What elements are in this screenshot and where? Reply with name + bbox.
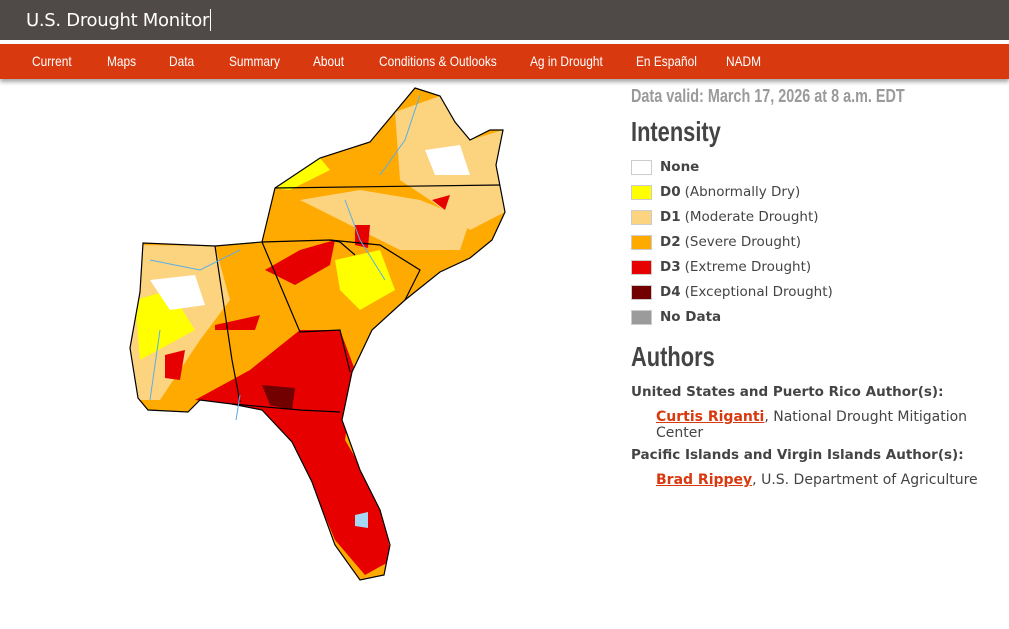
legend-swatch <box>631 209 652 225</box>
data-valid-date: Data valid: March 17, 2026 at 8 a.m. EDT <box>631 86 905 106</box>
nav-conditions-outlooks[interactable]: Conditions & Outlooks <box>379 53 497 69</box>
legend-label: (Extreme Drought) <box>684 259 812 275</box>
d3-area-nc <box>355 225 370 248</box>
d3-area-georgia-florida <box>195 330 392 575</box>
us-author: Curtis Riganti, National Drought Mitigat… <box>656 409 1009 441</box>
state-borders <box>129 87 506 581</box>
legend-d0: D0 (Abnormally Dry) <box>631 183 800 201</box>
legend-d3: D3 (Extreme Drought) <box>631 258 811 276</box>
pi-author: Brad Rippey, U.S. Department of Agricult… <box>656 472 978 488</box>
d3-area-mississippi <box>165 350 185 380</box>
nav-ag-in-drought[interactable]: Ag in Drought <box>530 53 603 69</box>
text-cursor <box>210 9 212 31</box>
legend-swatch <box>631 184 652 200</box>
drought-map <box>129 87 506 581</box>
legend-swatch <box>631 234 652 250</box>
nav-about[interactable]: About <box>313 53 345 69</box>
intensity-heading: Intensity <box>631 116 721 147</box>
nav-summary[interactable]: Summary <box>229 53 280 69</box>
legend-none: None <box>631 158 703 176</box>
lake-okeechobee <box>355 512 368 528</box>
legend-no-data: No Data <box>631 308 725 326</box>
d4-area-georgia <box>262 385 295 410</box>
d0-area-sc <box>335 250 395 310</box>
legend-swatch <box>631 309 652 325</box>
legend-d1: D1 (Moderate Drought) <box>631 208 819 226</box>
legend-label: None <box>660 159 700 175</box>
legend-code: D0 <box>660 184 681 200</box>
legend-label: (Moderate Drought) <box>684 209 819 225</box>
author-org: , U.S. Department of Agriculture <box>752 472 978 488</box>
d3-area-nc-east <box>432 195 450 210</box>
nav-maps[interactable]: Maps <box>107 53 137 69</box>
author-link-brad-rippey[interactable]: Brad Rippey <box>656 472 753 488</box>
d3-area-north-georgia <box>265 240 335 285</box>
us-authors-heading: United States and Puerto Rico Author(s): <box>631 384 944 400</box>
author-link-curtis-riganti[interactable]: Curtis Riganti <box>656 409 765 425</box>
legend-code: D4 <box>660 284 681 300</box>
legend-code: D2 <box>660 234 681 250</box>
rivers <box>149 94 421 421</box>
d1-area-nc <box>300 190 470 250</box>
d3-area-alabama <box>215 315 260 330</box>
legend-label: (Exceptional Drought) <box>684 284 833 300</box>
top-bar: U.S. Drought Monitor <box>0 0 1009 42</box>
legend-label: (Abnormally Dry) <box>684 184 801 200</box>
legend-code: D1 <box>660 209 681 225</box>
pi-authors-heading: Pacific Islands and Virgin Islands Autho… <box>631 447 964 463</box>
none-area-virginia <box>425 145 470 175</box>
legend-code: D3 <box>660 259 681 275</box>
none-area-alabama <box>150 275 205 310</box>
nav-nadm[interactable]: NADM <box>726 53 762 69</box>
legend-label: (Severe Drought) <box>684 234 802 250</box>
author-org: , National Drought Mitigation Center <box>656 409 968 441</box>
legend-d4: D4 (Exceptional Drought) <box>631 283 833 301</box>
authors-heading: Authors <box>631 341 715 372</box>
nav-data[interactable]: Data <box>169 53 195 69</box>
nav-current[interactable]: Current <box>32 53 72 69</box>
legend-swatch <box>631 259 652 275</box>
site-title[interactable]: U.S. Drought Monitor <box>26 9 212 31</box>
legend-label: No Data <box>660 309 722 325</box>
legend-swatch <box>631 159 652 175</box>
nav-en-espanol[interactable]: En Español <box>636 53 697 69</box>
legend-d2: D2 (Severe Drought) <box>631 233 801 251</box>
site-title-text: U.S. Drought Monitor <box>26 10 210 31</box>
main-nav: Current Maps Data Summary About Conditio… <box>0 44 1009 79</box>
legend-swatch <box>631 284 652 300</box>
